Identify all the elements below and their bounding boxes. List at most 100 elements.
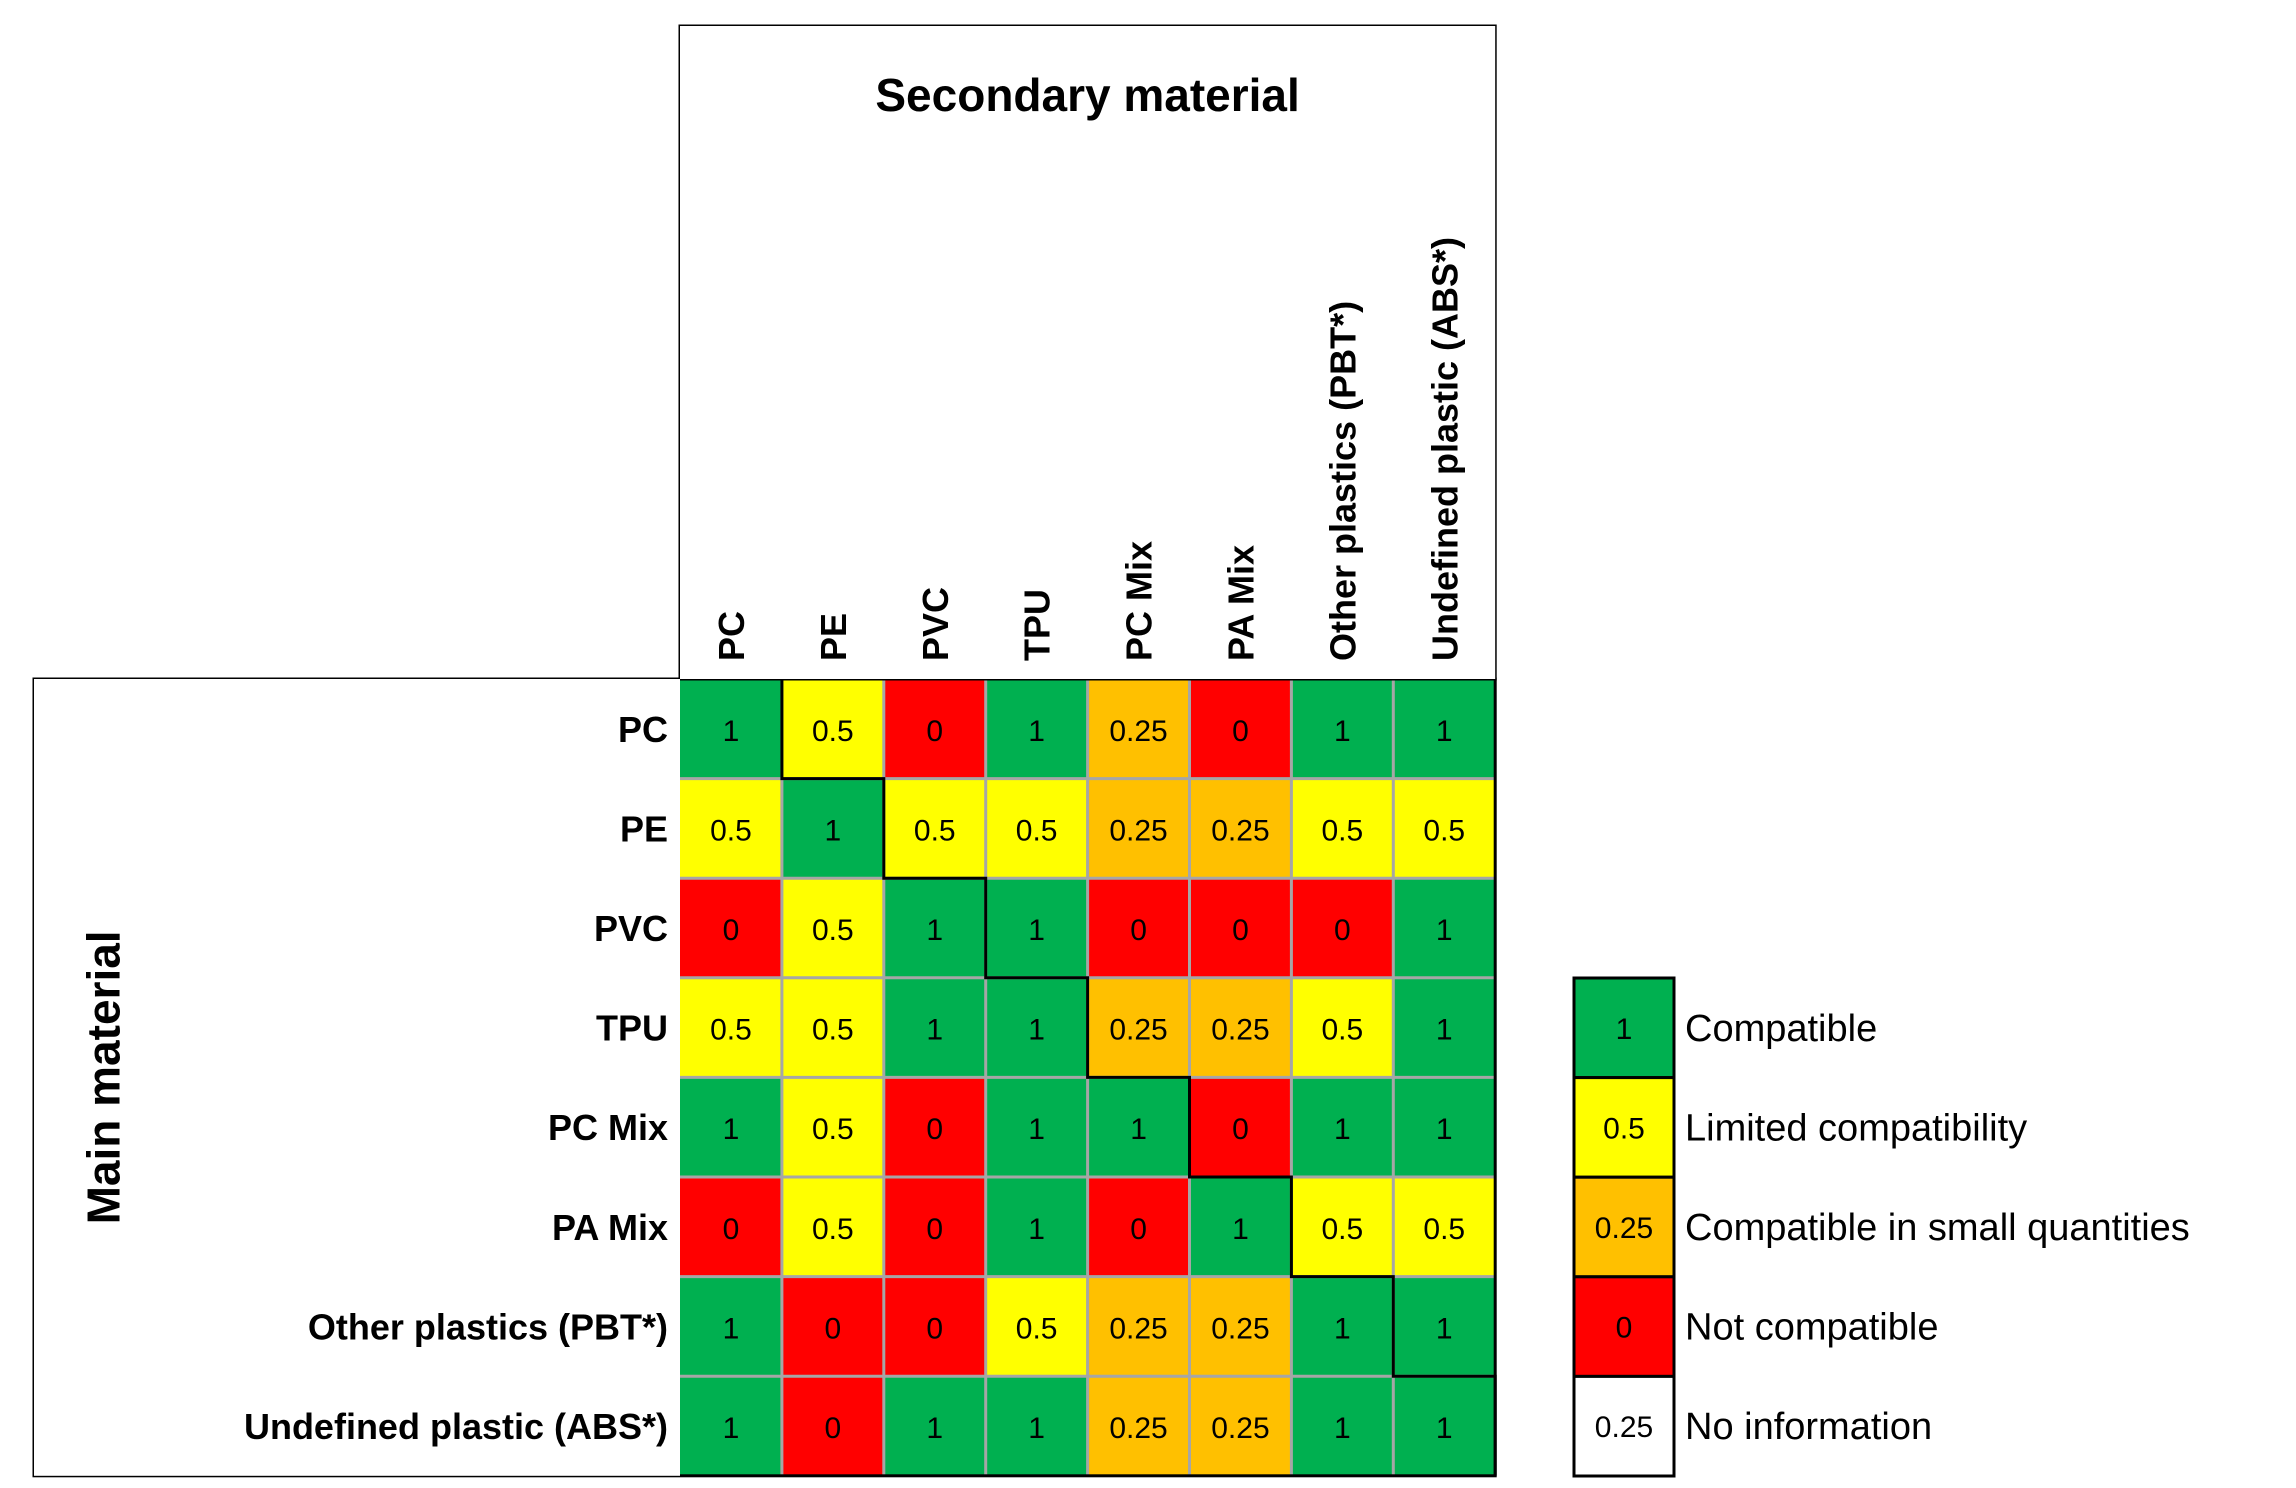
column-header-area	[680, 26, 1496, 679]
cell-value-r1-c5: 0.25	[1211, 814, 1269, 847]
cell-r2-c2	[883, 878, 986, 978]
cell-value-r4-c6: 1	[1334, 1113, 1351, 1146]
cell-r7-c2	[883, 1376, 986, 1476]
column-label-other-plastics-pbt: Other plastics (PBT*)	[1322, 301, 1363, 661]
cell-value-r2-c2: 1	[926, 914, 943, 947]
cell-r3-c0	[680, 977, 782, 1078]
cell-r2-c3	[985, 878, 1088, 978]
cell-value-r1-c7: 0.5	[1423, 814, 1465, 847]
column-label-pvc: PVC	[915, 587, 956, 661]
cell-r7-c1	[781, 1376, 884, 1476]
legend-label-limited-compatibility: Limited compatibility	[1685, 1107, 2027, 1149]
column-label-pe: PE	[813, 613, 854, 661]
column-label-pc-mix: PC Mix	[1119, 541, 1160, 661]
cell-value-r1-c1: 1	[825, 814, 842, 847]
cell-value-r6-c5: 0.25	[1211, 1312, 1269, 1345]
cell-r4-c0	[680, 1077, 782, 1177]
row-label-undefined-plastic-abs: Undefined plastic (ABS*)	[244, 1406, 668, 1447]
cell-r3-c2	[883, 977, 986, 1078]
cell-value-r3-c3: 1	[1028, 1014, 1045, 1047]
cell-r1-c6	[1291, 778, 1394, 879]
cell-value-r4-c2: 0	[926, 1113, 943, 1146]
cell-value-r0-c6: 1	[1334, 715, 1351, 748]
row-header-area	[34, 679, 680, 1476]
row-label-pa-mix: PA Mix	[552, 1207, 668, 1248]
cell-value-r4-c5: 0	[1232, 1113, 1249, 1146]
cell-value-r4-c7: 1	[1436, 1113, 1453, 1146]
legend-label-compatible-in-small-quantities: Compatible in small quantities	[1685, 1207, 2190, 1249]
cell-r5-c6	[1291, 1177, 1394, 1277]
cell-value-r1-c4: 0.25	[1109, 814, 1167, 847]
column-label-pa-mix: PA Mix	[1220, 545, 1261, 661]
cell-value-r3-c6: 0.5	[1321, 1014, 1363, 1047]
cell-r1-c1	[781, 778, 884, 879]
main-material-label: Main material	[78, 930, 130, 1224]
cell-value-r6-c7: 1	[1436, 1312, 1453, 1345]
cell-r0-c7	[1393, 679, 1496, 779]
row-label-pc: PC	[618, 709, 668, 750]
cell-value-r1-c2: 0.5	[914, 814, 956, 847]
cell-r5-c0	[680, 1177, 782, 1277]
cell-r5-c7	[1393, 1177, 1496, 1277]
row-label-pe: PE	[620, 808, 668, 849]
cell-r4-c5	[1189, 1077, 1292, 1177]
cell-r0-c0	[680, 679, 782, 779]
cell-r1-c0	[680, 778, 782, 879]
cell-r6-c0	[680, 1276, 782, 1377]
cell-r2-c5	[1189, 878, 1292, 978]
cell-r2-c4	[1087, 878, 1190, 978]
cell-value-r3-c7: 1	[1436, 1014, 1453, 1047]
cell-r0-c2	[883, 679, 986, 779]
column-label-undefined-plastic-abs: Undefined plastic (ABS*)	[1424, 237, 1465, 661]
cell-value-r5-c4: 0	[1130, 1213, 1147, 1246]
cell-value-r6-c6: 1	[1334, 1312, 1351, 1345]
cell-value-r7-c5: 0.25	[1211, 1412, 1269, 1445]
cell-value-r3-c1: 0.5	[812, 1014, 854, 1047]
cell-r4-c2	[883, 1077, 986, 1177]
column-label-tpu: TPU	[1017, 589, 1058, 661]
cell-r1-c2	[883, 778, 986, 879]
cell-value-r4-c3: 1	[1028, 1113, 1045, 1146]
row-label-pvc: PVC	[594, 908, 668, 949]
legend-value-no-information: 0.25	[1595, 1411, 1653, 1444]
cell-value-r3-c4: 0.25	[1109, 1014, 1167, 1047]
cell-r6-c4	[1087, 1276, 1190, 1377]
cell-value-r5-c0: 0	[723, 1213, 740, 1246]
cell-value-r0-c1: 0.5	[812, 715, 854, 748]
cell-r6-c5	[1189, 1276, 1292, 1377]
legend-label-no-information: No information	[1685, 1406, 1932, 1448]
cell-value-r4-c1: 0.5	[812, 1113, 854, 1146]
cell-value-r2-c1: 0.5	[812, 914, 854, 947]
cell-value-r4-c4: 1	[1130, 1113, 1147, 1146]
cell-r3-c1	[781, 977, 884, 1078]
cell-r5-c3	[985, 1177, 1088, 1277]
cell-r6-c3	[985, 1276, 1088, 1377]
row-label-tpu: TPU	[596, 1008, 668, 1049]
cell-r0-c5	[1189, 679, 1292, 779]
legend-value-limited-compatibility: 0.5	[1603, 1112, 1645, 1145]
diagonal-staircase	[680, 677, 1497, 1476]
cell-r6-c7	[1393, 1276, 1496, 1377]
cell-value-r2-c0: 0	[723, 914, 740, 947]
cell-value-r1-c6: 0.5	[1321, 814, 1363, 847]
cell-r5-c5	[1189, 1177, 1292, 1277]
cell-r4-c1	[781, 1077, 884, 1177]
legend-value-compatible: 1	[1616, 1013, 1633, 1046]
cell-r1-c3	[985, 778, 1088, 879]
cell-r3-c3	[985, 977, 1088, 1078]
cell-r6-c2	[883, 1276, 986, 1377]
cell-value-r6-c0: 1	[723, 1312, 740, 1345]
cell-value-r2-c6: 0	[1334, 914, 1351, 947]
cell-value-r7-c0: 1	[723, 1412, 740, 1445]
cell-value-r2-c4: 0	[1130, 914, 1147, 947]
cell-r0-c3	[985, 679, 1088, 779]
cell-value-r3-c5: 0.25	[1211, 1014, 1269, 1047]
cell-r2-c7	[1393, 878, 1496, 978]
cell-r3-c6	[1291, 977, 1394, 1078]
row-label-pc-mix: PC Mix	[548, 1107, 668, 1148]
cell-value-r6-c4: 0.25	[1109, 1312, 1167, 1345]
cell-r0-c1	[781, 679, 884, 779]
cell-r4-c7	[1393, 1077, 1496, 1177]
cell-value-r4-c0: 1	[723, 1113, 740, 1146]
